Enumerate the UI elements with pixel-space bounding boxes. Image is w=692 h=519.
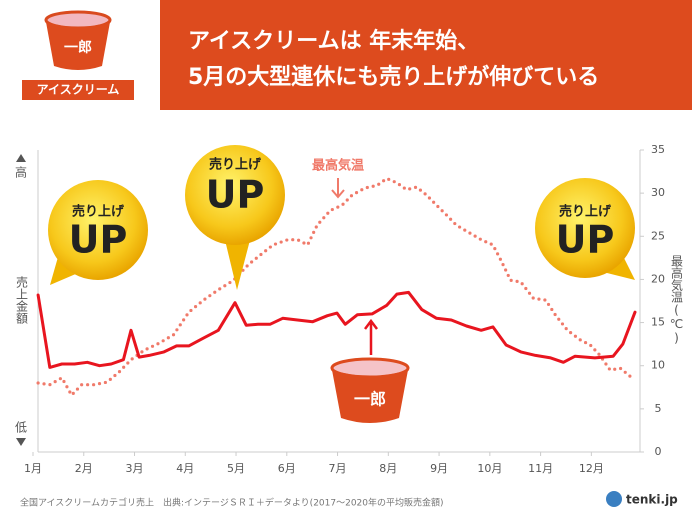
sales-arrow bbox=[364, 318, 378, 355]
cup-brand: 一郎 bbox=[354, 390, 386, 409]
logo: tenki.jp bbox=[626, 493, 678, 507]
brand: 一郎 bbox=[64, 39, 92, 56]
y-label: 売上金額 bbox=[15, 275, 29, 325]
x-tick-label: 4月 bbox=[176, 462, 194, 475]
x-tick-label: 12月 bbox=[579, 462, 604, 475]
bubble bbox=[185, 145, 285, 290]
x-tick-label: 8月 bbox=[379, 462, 397, 475]
logo-icon bbox=[606, 491, 622, 507]
bubble bbox=[535, 178, 635, 280]
x-tick-label: 5月 bbox=[227, 462, 245, 475]
banner bbox=[160, 0, 692, 110]
title: アイスクリームは 年末年始、 bbox=[188, 28, 479, 54]
product: アイスクリーム bbox=[37, 83, 120, 97]
y2-tick-label: 30 bbox=[651, 186, 665, 199]
x-tick-label: 2月 bbox=[75, 462, 93, 475]
bubble-big: UP bbox=[69, 218, 128, 262]
bubble-small: 売り上げ bbox=[209, 157, 262, 173]
cup-icon bbox=[44, 10, 112, 70]
x-tick-label: 1月 bbox=[24, 462, 42, 475]
x-tick-label: 10月 bbox=[477, 462, 502, 475]
y2-tick-label: 25 bbox=[651, 229, 665, 242]
bubble-big: UP bbox=[206, 173, 265, 217]
bubble-small: 売り上げ bbox=[559, 204, 612, 220]
y2-label: 最高気温(℃) bbox=[670, 255, 684, 345]
y-low: 低 bbox=[15, 421, 27, 435]
temp-arrow bbox=[331, 178, 345, 199]
line-solid bbox=[36, 290, 637, 369]
x-tick-label: 9月 bbox=[430, 462, 448, 475]
up-arrow bbox=[16, 154, 26, 162]
bubble-big: UP bbox=[556, 218, 615, 262]
y2-tick-label: 10 bbox=[651, 359, 665, 372]
y2-tick-label: 20 bbox=[651, 272, 665, 285]
y-high: 高 bbox=[15, 165, 27, 180]
y2-tick-label: 5 bbox=[655, 402, 662, 415]
x-tick-label: 3月 bbox=[126, 462, 144, 475]
y2-tick-label: 35 bbox=[651, 143, 665, 156]
x-tick-label: 7月 bbox=[329, 462, 347, 475]
bubble-small: 売り上げ bbox=[72, 204, 125, 220]
bubble bbox=[48, 180, 148, 285]
temp-annotation: 最高気温 bbox=[312, 158, 364, 174]
x-tick-label: 6月 bbox=[278, 462, 296, 475]
product-badge bbox=[22, 80, 134, 100]
subtitle: 5月の大型連休にも売り上げが伸びている bbox=[188, 64, 599, 90]
y2-tick-label: 15 bbox=[651, 316, 665, 329]
down-arrow bbox=[16, 438, 26, 446]
y2-tick-label: 0 bbox=[655, 445, 662, 458]
source: 全国アイスクリームカテゴリ売上 出典:インテージＳＲＩ＋データより(2017〜2… bbox=[20, 497, 444, 509]
cup bbox=[330, 357, 410, 423]
x-tick-label: 11月 bbox=[528, 462, 553, 475]
